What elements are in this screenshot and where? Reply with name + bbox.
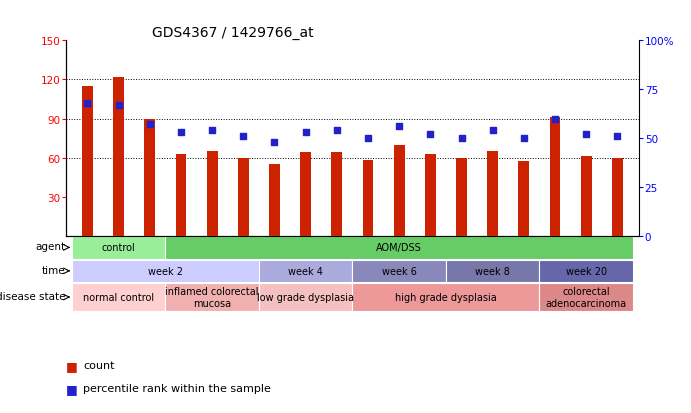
Bar (540, 260, 633, 282)
Bar (446, 260, 540, 282)
Bar (259, 283, 352, 311)
Bar (176, 154, 187, 236)
Bar (425, 154, 436, 236)
Bar (144, 119, 155, 236)
Text: ■: ■ (66, 359, 82, 372)
Point (363, 135, 374, 142)
Text: low grade dysplasia: low grade dysplasia (257, 292, 354, 302)
Text: inflamed colorectal
mucosa: inflamed colorectal mucosa (165, 287, 259, 308)
Bar (72, 283, 165, 311)
Point (238, 133, 249, 140)
Bar (269, 165, 280, 236)
Point (518, 135, 529, 142)
Text: ■: ■ (66, 382, 82, 395)
Bar (612, 158, 623, 236)
Bar (72, 237, 165, 259)
Point (549, 116, 560, 123)
Text: GDS4367 / 1429766_at: GDS4367 / 1429766_at (152, 26, 313, 40)
Text: count: count (83, 361, 115, 370)
Text: agent: agent (35, 242, 65, 252)
Bar (165, 237, 633, 259)
Text: disease state: disease state (0, 291, 65, 301)
Point (176, 130, 187, 136)
Text: week 6: week 6 (381, 266, 417, 276)
Text: colorectal
adenocarcinoma: colorectal adenocarcinoma (546, 287, 627, 308)
Text: AOM/DSS: AOM/DSS (377, 243, 422, 253)
Point (394, 124, 405, 131)
Bar (394, 145, 405, 236)
Bar (549, 118, 560, 236)
Bar (487, 152, 498, 236)
Point (580, 131, 591, 138)
Point (425, 131, 436, 138)
Point (612, 133, 623, 140)
Bar (300, 153, 311, 236)
Bar (363, 161, 373, 236)
Text: percentile rank within the sample: percentile rank within the sample (83, 383, 271, 393)
Bar (82, 87, 93, 236)
Bar (352, 260, 446, 282)
Bar (580, 157, 591, 236)
Point (487, 128, 498, 134)
Bar (165, 283, 259, 311)
Text: normal control: normal control (83, 292, 154, 302)
Bar (259, 260, 352, 282)
Point (456, 135, 467, 142)
Point (331, 128, 342, 134)
Point (144, 122, 155, 128)
Point (300, 130, 311, 136)
Point (269, 139, 280, 146)
Bar (238, 158, 249, 236)
Text: time: time (41, 265, 65, 275)
Text: week 4: week 4 (288, 266, 323, 276)
Bar (456, 158, 467, 236)
Text: week 8: week 8 (475, 266, 510, 276)
Bar (518, 162, 529, 236)
Text: high grade dysplasia: high grade dysplasia (395, 292, 497, 302)
Text: week 20: week 20 (566, 266, 607, 276)
Text: week 2: week 2 (148, 266, 183, 276)
Bar (540, 283, 633, 311)
Bar (113, 78, 124, 236)
Bar (332, 153, 342, 236)
Point (207, 128, 218, 134)
Point (82, 100, 93, 107)
Bar (72, 260, 259, 282)
Bar (352, 283, 540, 311)
Bar (207, 152, 218, 236)
Text: control: control (102, 243, 135, 253)
Point (113, 102, 124, 109)
